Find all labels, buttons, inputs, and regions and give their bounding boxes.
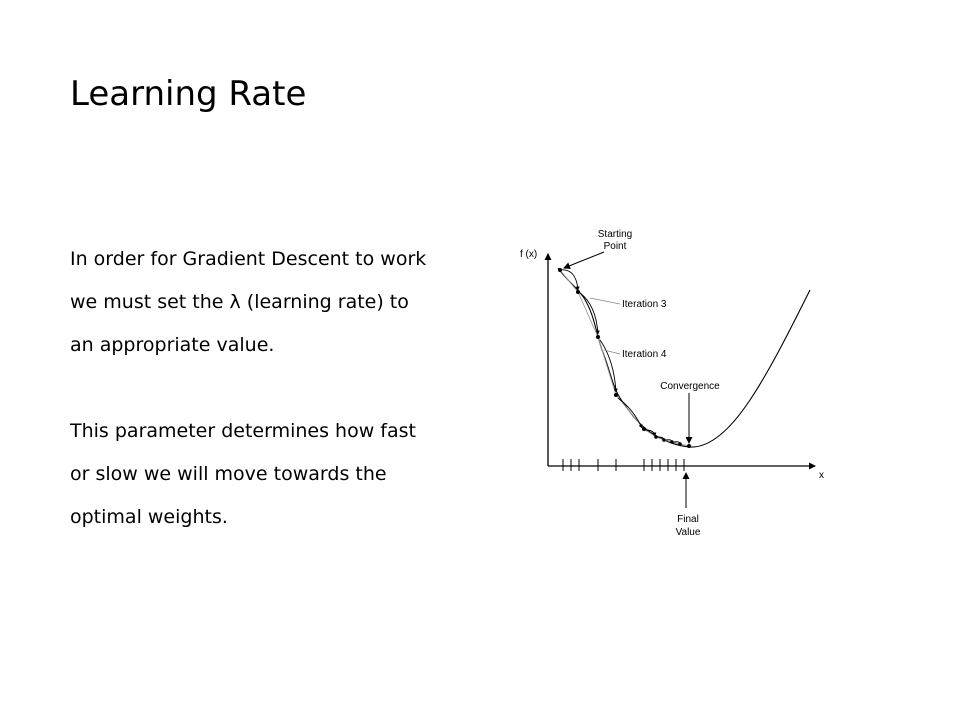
text-line: This parameter determines how fast	[70, 420, 416, 442]
iteration-points	[558, 268, 691, 448]
slide-title: Learning Rate	[70, 74, 307, 114]
starting-point-label: Point	[604, 241, 627, 252]
gradient-descent-diagram: Starting Point Iteration 3 Iteration 4 C…	[520, 229, 824, 538]
x-axis-label: x	[819, 470, 824, 481]
starting-point-arrow	[563, 251, 605, 270]
body-text: In order for Gradient Descent to work we…	[70, 238, 500, 582]
y-axis-label: f (x)	[520, 249, 537, 260]
iteration4-leader	[603, 349, 621, 355]
convergence-label: Convergence	[660, 381, 720, 392]
iteration3-label: Iteration 3	[622, 299, 667, 310]
starting-point-label: Starting	[598, 229, 632, 240]
text-line: In order for Gradient Descent to work	[70, 248, 427, 270]
iteration-arcs	[559, 269, 681, 445]
iteration-chords	[559, 269, 690, 447]
text-line: an appropriate value.	[70, 334, 275, 356]
x-axis-ticks	[562, 459, 685, 471]
iteration3-leader	[589, 297, 621, 305]
final-value-label: Final	[677, 514, 699, 525]
text-line: optimal weights.	[70, 506, 228, 528]
text-line: or slow we will move towards the	[70, 463, 387, 485]
iteration4-label: Iteration 4	[622, 349, 667, 360]
text-line: we must set the λ (learning rate) to	[70, 291, 409, 313]
final-value-label: Value	[676, 527, 701, 538]
paragraph-parameter: This parameter determines how fast or sl…	[70, 410, 500, 539]
paragraph-intro: In order for Gradient Descent to work we…	[70, 238, 500, 367]
cost-curve	[557, 267, 811, 448]
